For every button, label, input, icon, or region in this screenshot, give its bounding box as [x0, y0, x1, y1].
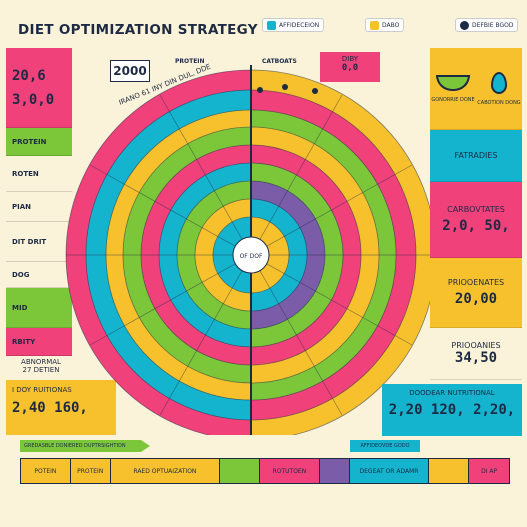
marker-dot — [282, 84, 288, 90]
left-value-a: 20,6 — [12, 67, 46, 84]
marker-dot — [257, 87, 263, 93]
bottom-cell: PROTEIN — [70, 459, 111, 483]
mid-label: MID — [6, 288, 72, 328]
bottom-cell — [319, 459, 350, 483]
legend-affideceion: AFFIDECEION — [262, 18, 325, 32]
carbo-value: 2,0, 50, — [442, 218, 510, 234]
proteins-label: PROTEIN — [175, 58, 205, 65]
legend-swatch — [370, 20, 379, 30]
left-arrow-banner: GREDASBLE DONIERED DUPTRSIGHTION — [20, 440, 150, 452]
abnormal-sub: 27 DETIEN — [22, 366, 60, 374]
icon-b-label: CABOTION DONG — [477, 99, 521, 106]
dit-label: DIT DRIT — [6, 222, 72, 262]
pro-value: 20,00 — [454, 291, 498, 307]
legend-label: DABO — [382, 21, 400, 29]
fat-panel: FATRADIES — [430, 130, 522, 182]
rotein-label: ROTEN — [6, 156, 72, 192]
page-title: DIET OPTIMIZATION STRATEGY — [18, 22, 258, 38]
left-bottom-label: I DOY RUITIONAS — [12, 386, 72, 394]
rbity-label: RBITY — [6, 328, 72, 356]
left-bottom-panel: I DOY RUITIONAS 2,40 160, — [6, 380, 116, 435]
right-bottom-panel: DOODEAR NUTRITIONAL 2,20 120, 2,20, — [382, 384, 522, 436]
badge-2000: 2000 — [110, 60, 150, 82]
legend-label: DEFBIE BGOD — [472, 21, 514, 29]
plan-label: PIAN — [6, 192, 72, 222]
carbs-label: CATBOATS — [262, 58, 297, 65]
legend-swatch — [267, 20, 276, 30]
bottom-cell: POTEIN — [21, 459, 71, 483]
bottom-cell: RAED OPTUAIZATION — [110, 459, 221, 483]
legend-dabo: DABO — [365, 18, 405, 32]
bottom-bar: POTEIN PROTEIN RAED OPTUAIZATION ROTUTOE… — [20, 458, 510, 484]
diby-label: DIBY — [341, 55, 359, 63]
right-bottom-label: DOODEAR NUTRITIONAL — [409, 389, 495, 397]
icon-drop-panel: CABOTION DONG — [476, 48, 522, 130]
bottom-cell — [429, 459, 470, 483]
bottom-cell: DI AP — [469, 459, 509, 483]
right-arrow-banner: AFFIDEOVDE GODO — [350, 440, 420, 452]
bowl-icon — [436, 74, 470, 91]
dog-label: DOG — [6, 262, 72, 288]
legend-label: AFFIDECEION — [279, 21, 320, 29]
left-values-panel: 20,6 3,0,0 — [6, 48, 72, 128]
water-drop-icon — [491, 71, 507, 94]
prio-value: 34,50 — [454, 350, 498, 366]
bottom-cell — [220, 459, 261, 483]
icon-bowl-panel: GONORRIE DONE — [430, 48, 476, 130]
core-circle — [232, 236, 270, 274]
radial-diagram: OF DOF IRANO 61 INY DIN DUL, DDE — [65, 63, 437, 435]
pro-panel: PRIOOENATES 20,00 — [430, 258, 522, 328]
diby-value: 0,0 — [341, 63, 359, 73]
left-bottom-values: 2,40 160, — [12, 400, 88, 416]
carbo-label: CARBOVTATES — [447, 205, 505, 214]
abnormal-label: ABNORMAL — [21, 358, 61, 366]
right-bottom-values: 2,20 120, 2,20, — [388, 402, 516, 418]
core-label: OF DOF — [240, 253, 263, 260]
prio-label: PRIOOANIES — [451, 341, 501, 350]
diby-panel: DIBY 0,0 — [320, 52, 380, 82]
icon-a-label: GONORRIE DONE — [431, 96, 475, 103]
carbo-panel: CARBOVTATES 2,0, 50, — [430, 182, 522, 258]
pro-label: PRIOOENATES — [447, 278, 505, 287]
fat-label: FATRADIES — [454, 151, 498, 160]
prio-panel: PRIOOANIES 34,50 — [430, 328, 522, 380]
legend-defbie: DEFBIE BGOD — [455, 18, 519, 32]
abnormal-block: ABNORMAL 27 DETIEN — [6, 358, 76, 374]
left-value-b: 3,0,0 — [12, 91, 55, 108]
bottom-cell: ROTUTOEN — [260, 459, 320, 483]
marker-dot — [312, 88, 318, 94]
protein-label: PROTEIN — [6, 128, 72, 156]
legend-swatch — [460, 20, 469, 30]
bottom-cell: DEGEAT OR ADAMR — [349, 459, 430, 483]
